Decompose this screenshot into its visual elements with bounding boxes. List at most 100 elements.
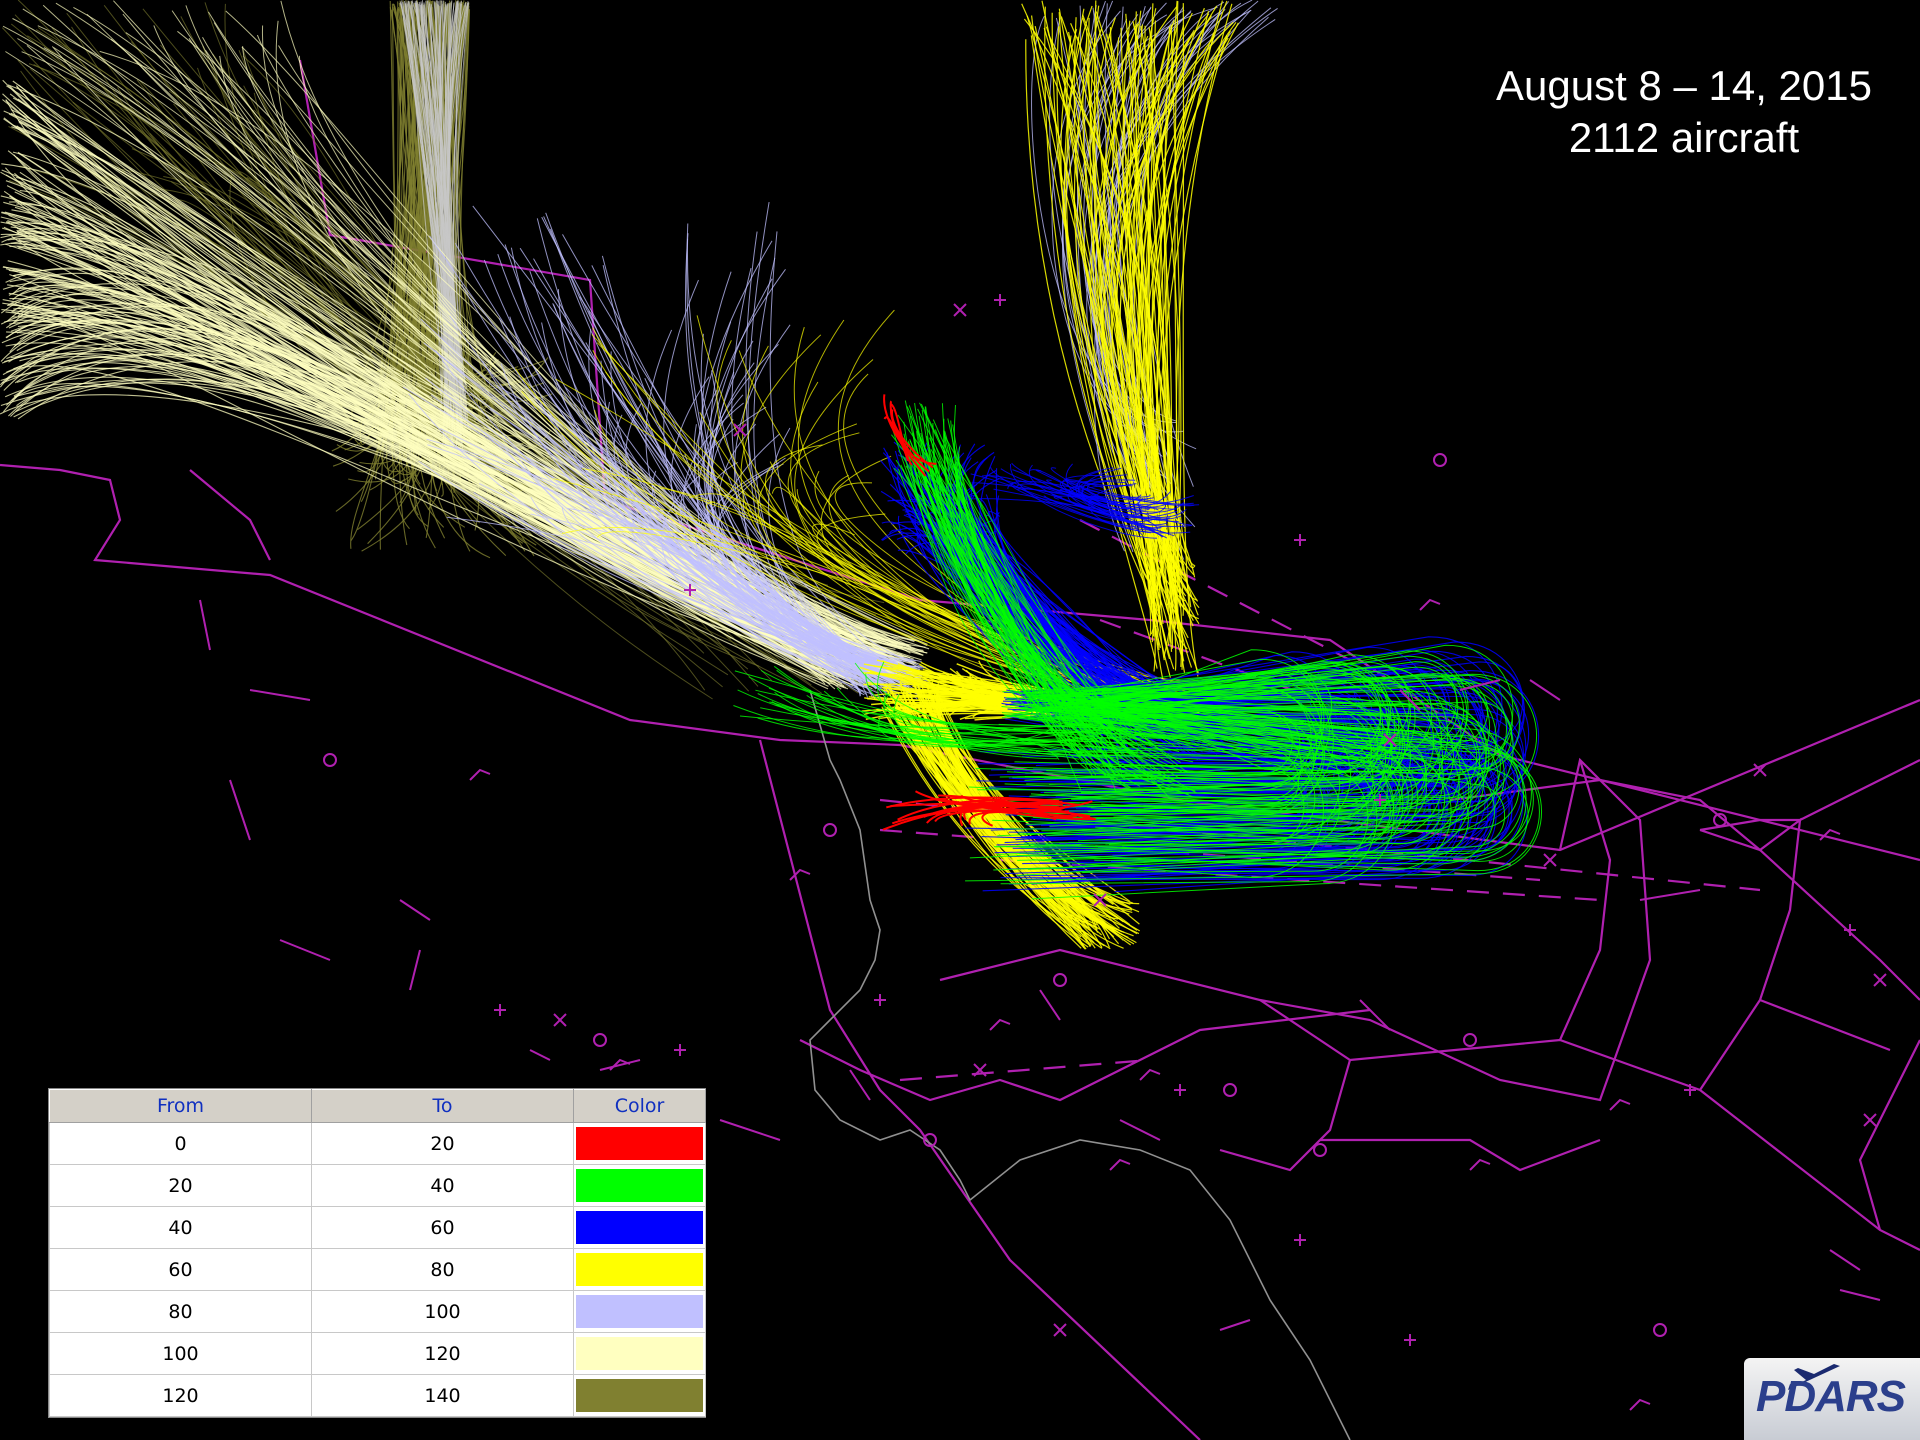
track-line: [1049, 695, 1411, 827]
track-line: [955, 461, 1189, 742]
track-line: [1134, 11, 1184, 670]
track-line: [133, 58, 906, 665]
track-line: [878, 715, 1054, 748]
legend-from: 100: [49, 1332, 312, 1375]
legend-swatch: [576, 1211, 703, 1244]
logo-text: PDARS: [1756, 1372, 1906, 1421]
legend-from: 0: [49, 1122, 312, 1165]
track-line: [934, 429, 1121, 756]
legend-to: 120: [311, 1332, 574, 1375]
track-line: [897, 798, 1078, 821]
airplane-icon: [1788, 1364, 1840, 1390]
legend-to: 100: [311, 1290, 574, 1333]
navaid-markers: [199, 294, 1887, 1411]
date-range-label: August 8 – 14, 2015: [1496, 62, 1872, 109]
track-line: [1051, 10, 1144, 441]
airspace-fragment: [279, 939, 331, 961]
legend-row: 120 140: [49, 1374, 706, 1417]
track-line: [933, 709, 1087, 950]
track-line: [0, 216, 848, 679]
track-line: [1136, 7, 1205, 670]
track-line: [1081, 654, 1416, 794]
airspace-boundary: [1858, 1039, 1920, 1231]
legend-to: 140: [311, 1374, 574, 1417]
track-line: [707, 394, 873, 682]
track-line: [965, 714, 1543, 882]
legend-row: 20 40: [49, 1164, 706, 1207]
airspace-fragment: [1839, 1289, 1881, 1301]
navaid-marker: [469, 768, 491, 781]
navaid-marker: [973, 1063, 987, 1077]
navaid-marker: [684, 584, 696, 596]
track-line: [1045, 710, 1499, 837]
airspace-fragment: [1399, 689, 1421, 711]
track-line: [1094, 655, 1468, 781]
track-line: [734, 670, 1090, 757]
navaid-marker: [1313, 1143, 1328, 1157]
airspace-fragment: [1529, 679, 1561, 701]
airspace-boundary: [939, 948, 1920, 1251]
legend-from: 20: [49, 1164, 312, 1207]
track-line: [1024, 685, 1312, 791]
track-line: [1035, 469, 1143, 536]
track-line: [73, 6, 862, 687]
track-line: [755, 689, 1102, 743]
track-line: [993, 715, 1472, 871]
track-line: [427, 0, 468, 389]
track-line: [1010, 483, 1151, 534]
track-line: [890, 802, 1064, 807]
legend-to: 40: [311, 1164, 574, 1207]
track-line: [979, 498, 1200, 709]
airspace-boundary: [1219, 1059, 1352, 1172]
track-line: [1012, 700, 1406, 781]
navaid-marker: [1463, 1033, 1478, 1047]
track-line: [1041, 0, 1185, 616]
track-line: [541, 216, 901, 669]
track-line: [1059, 480, 1142, 506]
track-line: [1151, 38, 1182, 598]
navaid-marker: [1469, 1158, 1491, 1171]
airspace-boundary: [1449, 778, 1920, 1001]
track-line: [1085, 705, 1505, 865]
navaid-marker: [1684, 1084, 1696, 1096]
navaid-marker: [1093, 893, 1107, 907]
track-line: [709, 457, 912, 694]
title-block: August 8 – 14, 2015 2112 aircraft: [1496, 60, 1872, 164]
navaid-marker: [1374, 794, 1386, 806]
track-line: [10, 311, 854, 687]
airspace-fragment: [1459, 679, 1501, 691]
navaid-marker: [1139, 1068, 1161, 1081]
airspace-fragment: [229, 779, 251, 841]
track-line: [954, 466, 1166, 744]
navaid-marker: [1053, 973, 1068, 987]
navaid-marker: [1223, 1083, 1238, 1097]
track-line: [883, 693, 1060, 760]
track-line: [1093, 0, 1161, 608]
legend-row: 100 120: [49, 1332, 706, 1375]
legend-table: From To Color 0 20 20 40 40 60 60: [49, 1089, 706, 1417]
track-line: [908, 440, 1141, 787]
track-line: [1076, 699, 1490, 819]
airspace-fragment: [1219, 1319, 1251, 1331]
track-line: [740, 334, 1106, 701]
track-line: [1062, 14, 1139, 553]
navaid-marker: [1294, 534, 1306, 546]
track-line: [1070, 22, 1188, 612]
track-line: [903, 433, 1165, 782]
track-line: [1031, 15, 1173, 649]
track-line: [600, 360, 886, 700]
track-line: [906, 406, 1148, 727]
track-line: [1067, 711, 1369, 873]
track-line: [1043, 650, 1498, 776]
track-line: [519, 458, 904, 695]
airspace-fragment: [719, 1119, 781, 1141]
track-line: [917, 408, 1116, 776]
track-line: [1077, 5, 1148, 498]
track-line: [921, 409, 1153, 746]
navaid-marker: [1419, 598, 1441, 611]
navaid-marker: [1753, 763, 1767, 777]
track-line: [1024, 662, 1392, 781]
track-line: [110, 38, 920, 675]
navaid-marker: [494, 1004, 506, 1016]
track-line: [908, 443, 1187, 727]
